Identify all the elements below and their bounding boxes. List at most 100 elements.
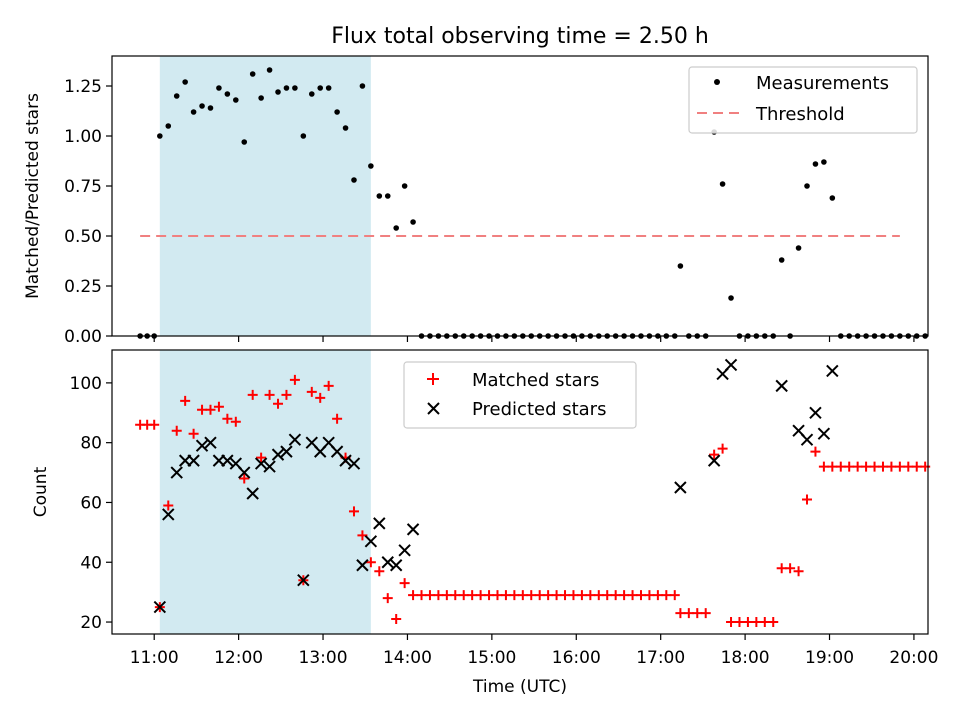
count-y-axis-label: Count	[31, 466, 51, 517]
matched-star-point	[585, 590, 596, 601]
predicted-star-point	[271, 448, 285, 461]
matched-star-point	[163, 500, 174, 511]
matched-star-point	[391, 614, 402, 625]
matched-star-point	[568, 590, 579, 601]
measurement-point	[300, 133, 307, 139]
measurement-point	[317, 85, 324, 91]
predicted-star-point	[263, 460, 276, 473]
measurement-point	[728, 295, 734, 301]
measurement-point	[829, 195, 836, 201]
matched-star-point	[239, 473, 250, 484]
matched-star-point	[467, 590, 478, 601]
matched-star-point	[610, 590, 621, 601]
matched-star-point	[810, 446, 821, 457]
count-legend: Matched stars Predicted stars	[403, 361, 637, 429]
matched-star-point	[844, 461, 855, 472]
x-tick-label: 11:00	[130, 648, 179, 668]
y-tick-label: 1.00	[64, 127, 102, 147]
measurement-point	[821, 159, 827, 165]
matched-star-point	[247, 389, 258, 400]
predicted-star-point	[398, 544, 411, 557]
matched-star-point	[289, 374, 300, 385]
predicted-star-point	[204, 436, 217, 449]
matched-star-point	[776, 563, 787, 574]
measurement-points	[137, 67, 928, 339]
legend-measurements-label: Measurements	[756, 73, 889, 94]
y-tick-label: 0.75	[64, 177, 102, 197]
matched-star-point	[726, 617, 737, 628]
measurement-point	[182, 79, 188, 85]
measurement-point	[233, 97, 239, 103]
matched-star-point	[332, 413, 343, 424]
measurement-point	[359, 83, 366, 89]
matched-star-point	[593, 590, 604, 601]
matched-star-point	[543, 590, 554, 601]
predicted-star-point	[288, 433, 302, 446]
predicted-star-point	[347, 457, 361, 470]
matched-star-point	[205, 404, 216, 415]
matched-star-point	[264, 389, 275, 400]
ratio-shaded-span	[159, 56, 371, 336]
measurement-point	[292, 85, 298, 91]
predicted-star-point	[800, 433, 814, 446]
matched-star-point	[627, 590, 638, 601]
predicted-star-point	[364, 535, 378, 548]
matched-star-point	[424, 590, 435, 601]
measurement-point	[812, 161, 819, 167]
matched-star-point	[785, 563, 796, 574]
matched-star-point	[602, 590, 613, 601]
measurement-point	[376, 193, 383, 199]
matched-star-point	[365, 557, 376, 568]
measurement-point	[199, 103, 205, 109]
predicted-star-point	[339, 454, 352, 467]
matched-star-point	[534, 590, 545, 601]
matched-star-point	[458, 590, 469, 601]
x-tick-label: 18:00	[721, 648, 770, 668]
ratio-y-axis-label: Matched/Predicted stars	[23, 93, 43, 299]
x-axis-label: Time (UTC)	[472, 677, 567, 697]
y-tick-label: 40	[80, 553, 102, 573]
measurement-point	[249, 71, 256, 77]
measurement-point	[384, 193, 391, 199]
y-tick-label: 0.50	[64, 227, 102, 247]
y-tick-label: 1.25	[64, 77, 102, 97]
predicted-star-point	[238, 466, 251, 479]
matched-star-point	[500, 590, 511, 601]
matched-star-point	[802, 494, 813, 505]
matched-star-point	[903, 461, 914, 472]
predicted-star-point	[389, 559, 403, 572]
measurement-point	[719, 181, 726, 187]
matched-star-point	[408, 590, 419, 601]
measurement-point	[334, 109, 340, 115]
matched-star-point	[877, 461, 888, 472]
matched-star-point	[700, 608, 711, 619]
matched-star-point	[692, 608, 703, 619]
predicted-star-point	[153, 600, 167, 614]
x-tick-label: 19:00	[805, 648, 854, 668]
predicted-star-point	[373, 517, 386, 530]
y-tick-label: 0.25	[64, 277, 102, 297]
count-x-ticks: 11:00 12:00 13:00 14:00 15:00 16:00 17:00 18:00…	[130, 634, 938, 668]
matched-star-point	[869, 461, 880, 472]
count-shaded-span	[159, 350, 371, 634]
matched-star-point	[171, 425, 182, 436]
x-tick-label: 15:00	[467, 648, 516, 668]
matched-star-point	[450, 590, 461, 601]
predicted-star-point	[817, 427, 831, 440]
matched-star-point	[197, 404, 208, 415]
matched-star-point	[751, 617, 762, 628]
matched-star-point	[149, 419, 160, 430]
y-tick-label: 60	[80, 493, 102, 513]
matched-star-point	[281, 389, 292, 400]
measurement-point	[401, 183, 408, 189]
matched-star-point	[818, 461, 829, 472]
matched-star-point	[256, 452, 267, 463]
matched-star-point	[475, 590, 486, 601]
matched-star-point	[526, 590, 537, 601]
count-plot-frame	[111, 349, 929, 635]
predicted-star-point	[280, 445, 293, 458]
matched-star-point	[759, 617, 770, 628]
measurement-point	[778, 257, 785, 263]
matched-star-point	[894, 461, 905, 472]
matched-star-point	[509, 590, 520, 601]
